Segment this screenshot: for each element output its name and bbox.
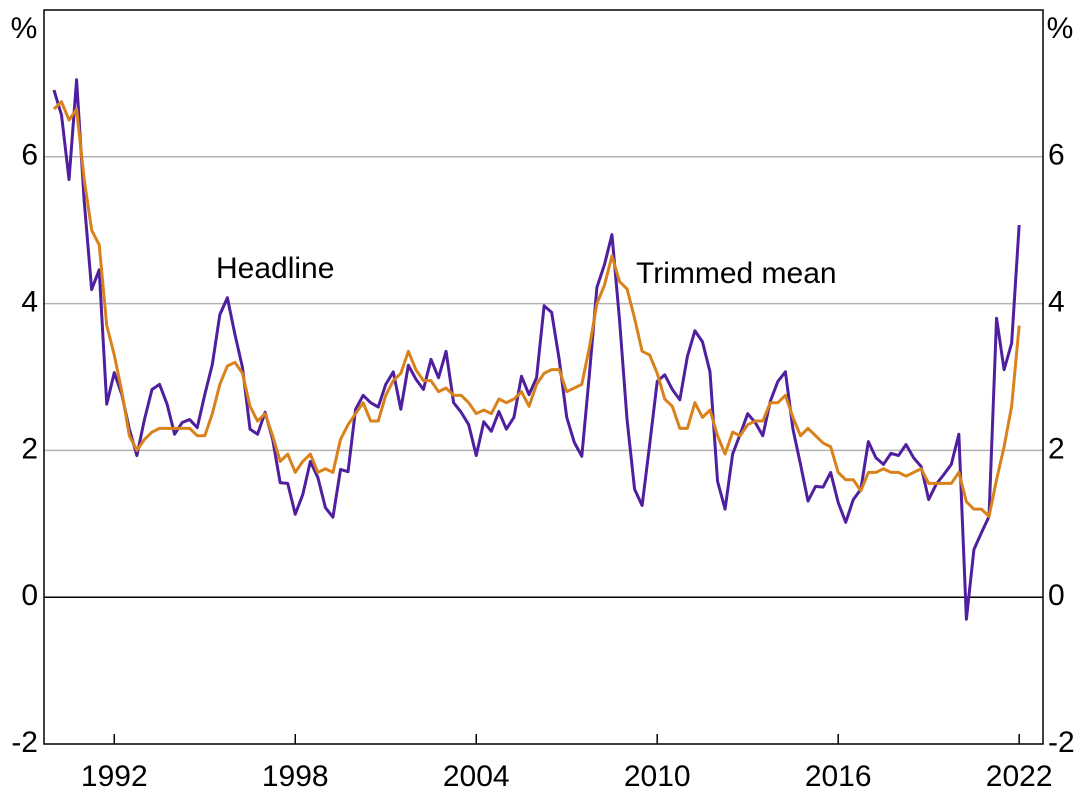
y-tick-label: 4 <box>21 286 38 319</box>
y2-tick-label: 0 <box>1048 579 1065 612</box>
y-tick-label: 2 <box>21 432 38 465</box>
series-line <box>52 78 1021 621</box>
y2-axis-unit: % <box>1047 12 1074 45</box>
y2-tick-label: 6 <box>1048 139 1065 172</box>
y-tick-label: 0 <box>21 579 38 612</box>
series-annotation: Trimmed mean <box>636 257 837 290</box>
x-tick-label: 2004 <box>443 760 510 793</box>
x-tick-label: 1992 <box>81 760 148 793</box>
series-annotation: Headline <box>216 252 334 285</box>
x-tick-label: 2016 <box>805 760 872 793</box>
y-tick-label: 6 <box>21 139 38 172</box>
x-tick-label: 1998 <box>262 760 329 793</box>
plot-frame <box>43 9 1044 745</box>
y-axis-unit: % <box>11 12 38 45</box>
y-tick-label: -2 <box>11 726 38 759</box>
y2-tick-label: 2 <box>1048 432 1065 465</box>
y2-tick-label: 4 <box>1048 286 1065 319</box>
x-tick-label: 2022 <box>986 760 1053 793</box>
x-tick-label: 2010 <box>624 760 691 793</box>
y2-tick-label: -2 <box>1048 726 1075 759</box>
series-line <box>52 100 1021 518</box>
